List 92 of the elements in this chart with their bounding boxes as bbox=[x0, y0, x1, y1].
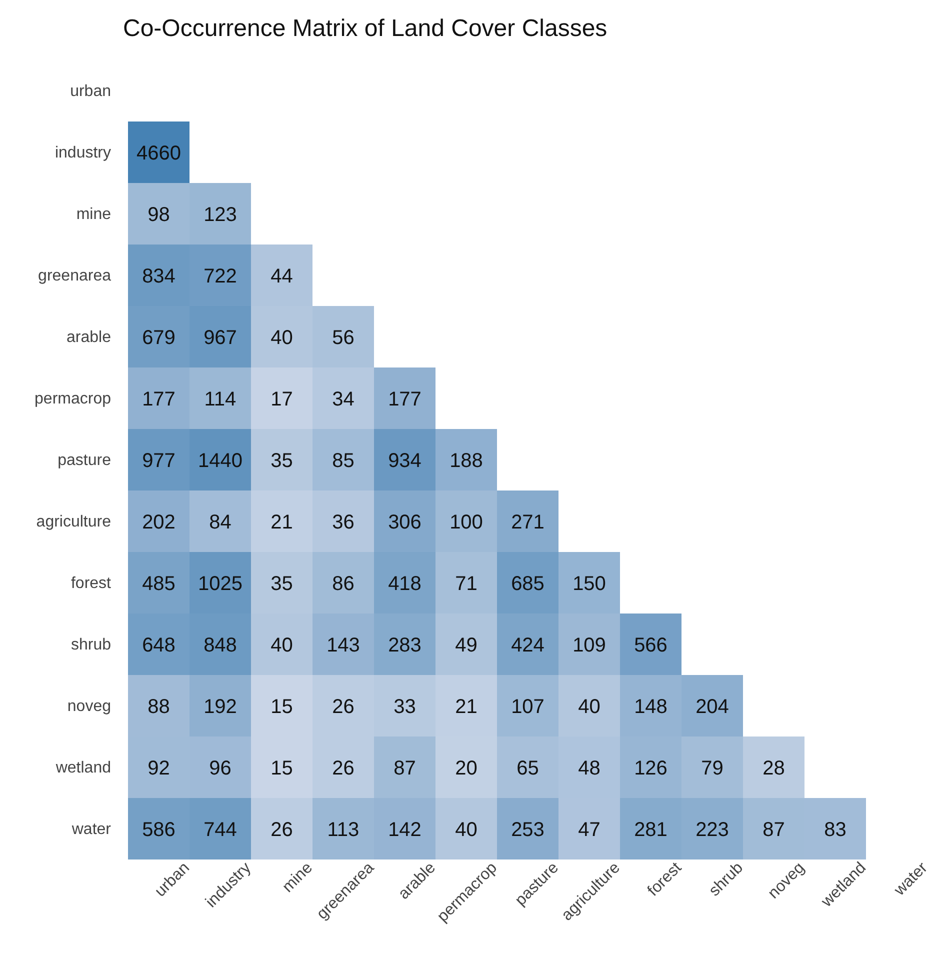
data-label: 648 bbox=[142, 634, 176, 656]
data-label: 143 bbox=[326, 634, 360, 656]
data-label: 281 bbox=[634, 818, 668, 841]
data-label: 36 bbox=[332, 511, 354, 534]
data-label: 35 bbox=[270, 450, 293, 472]
data-label: 202 bbox=[142, 511, 176, 534]
data-label: 20 bbox=[455, 757, 478, 780]
data-label: 26 bbox=[270, 818, 293, 841]
data-label: 15 bbox=[270, 757, 293, 780]
data-label: 123 bbox=[204, 204, 237, 226]
data-label: 15 bbox=[270, 696, 293, 718]
data-label: 142 bbox=[388, 818, 422, 841]
data-label: 96 bbox=[209, 757, 232, 780]
data-label: 35 bbox=[270, 572, 293, 595]
data-label: 114 bbox=[204, 388, 236, 410]
y-tick-label: industry bbox=[54, 144, 111, 162]
data-label: 148 bbox=[634, 696, 668, 718]
data-label: 934 bbox=[388, 450, 422, 472]
data-label: 40 bbox=[455, 818, 478, 841]
data-label: 192 bbox=[204, 696, 237, 718]
data-label: 40 bbox=[578, 696, 600, 718]
data-label: 306 bbox=[388, 511, 422, 534]
data-label: 34 bbox=[332, 388, 354, 410]
y-tick-label: water bbox=[70, 820, 112, 838]
data-label: 4660 bbox=[136, 142, 181, 164]
data-label: 150 bbox=[572, 572, 606, 595]
data-label: 1025 bbox=[198, 572, 242, 595]
data-label: 744 bbox=[204, 818, 237, 841]
data-label: 56 bbox=[332, 326, 354, 349]
data-label: 87 bbox=[394, 757, 416, 780]
y-tick-label: shrub bbox=[70, 636, 112, 654]
data-label: 967 bbox=[204, 326, 237, 349]
data-label: 485 bbox=[142, 572, 176, 595]
y-tick-label: greenarea bbox=[38, 267, 112, 284]
y-tick-label: forest bbox=[70, 574, 112, 592]
data-label: 834 bbox=[142, 265, 176, 288]
data-label: 86 bbox=[332, 572, 354, 595]
data-label: 48 bbox=[578, 757, 600, 780]
data-label: 283 bbox=[388, 634, 422, 656]
data-label: 1440 bbox=[198, 450, 242, 472]
data-label: 177 bbox=[142, 388, 176, 410]
data-label: 21 bbox=[270, 511, 293, 534]
data-label: 21 bbox=[455, 696, 478, 718]
data-label: 40 bbox=[270, 326, 293, 349]
data-label: 85 bbox=[332, 450, 354, 472]
data-label: 71 bbox=[455, 572, 478, 595]
data-label: 188 bbox=[450, 450, 483, 472]
data-label: 100 bbox=[450, 511, 483, 534]
data-label: 26 bbox=[332, 696, 354, 718]
data-label: 49 bbox=[455, 634, 478, 656]
data-label: 113 bbox=[327, 818, 360, 841]
data-label: 83 bbox=[824, 818, 846, 841]
data-label: 685 bbox=[511, 572, 544, 595]
data-label: 33 bbox=[394, 696, 416, 718]
data-label: 566 bbox=[634, 634, 668, 656]
data-label: 722 bbox=[204, 265, 237, 288]
data-label: 977 bbox=[142, 450, 176, 472]
data-label: 586 bbox=[142, 818, 176, 841]
data-label: 44 bbox=[270, 265, 293, 288]
data-label: 253 bbox=[511, 818, 544, 841]
data-label: 47 bbox=[578, 818, 600, 841]
chart-title: Co-Occurrence Matrix of Land Cover Classes bbox=[123, 15, 608, 42]
data-label: 418 bbox=[388, 572, 422, 595]
data-label: 424 bbox=[511, 634, 544, 656]
data-label: 84 bbox=[209, 511, 232, 534]
data-label: 848 bbox=[204, 634, 237, 656]
data-label: 177 bbox=[388, 388, 422, 410]
y-tick-label: pasture bbox=[58, 452, 112, 469]
data-label: 223 bbox=[696, 818, 729, 841]
data-label: 98 bbox=[148, 204, 170, 226]
data-label: 107 bbox=[511, 696, 544, 718]
y-tick-label: permacrop bbox=[34, 390, 112, 408]
y-tick-label: mine bbox=[76, 206, 112, 223]
data-label: 679 bbox=[142, 326, 176, 349]
data-label: 26 bbox=[332, 757, 354, 780]
y-tick-label: urban bbox=[70, 82, 111, 100]
data-label: 126 bbox=[634, 757, 668, 780]
data-label: 40 bbox=[270, 634, 293, 656]
data-label: 28 bbox=[762, 757, 785, 780]
y-tick-label: agriculture bbox=[36, 513, 112, 530]
data-label: 87 bbox=[762, 818, 785, 841]
data-label: 17 bbox=[270, 388, 293, 410]
y-tick-label: arable bbox=[66, 328, 112, 346]
data-label: 92 bbox=[148, 757, 170, 780]
y-tick-label: wetland bbox=[54, 759, 111, 776]
data-label: 79 bbox=[701, 757, 724, 780]
data-label: 88 bbox=[148, 696, 170, 718]
data-label: 65 bbox=[516, 757, 539, 780]
y-tick-label: noveg bbox=[67, 698, 111, 715]
data-label: 271 bbox=[511, 511, 544, 534]
data-label: 109 bbox=[572, 634, 606, 656]
data-label: 204 bbox=[696, 696, 729, 718]
